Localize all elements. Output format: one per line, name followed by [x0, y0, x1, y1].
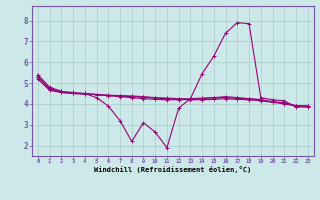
X-axis label: Windchill (Refroidissement éolien,°C): Windchill (Refroidissement éolien,°C) — [94, 166, 252, 173]
